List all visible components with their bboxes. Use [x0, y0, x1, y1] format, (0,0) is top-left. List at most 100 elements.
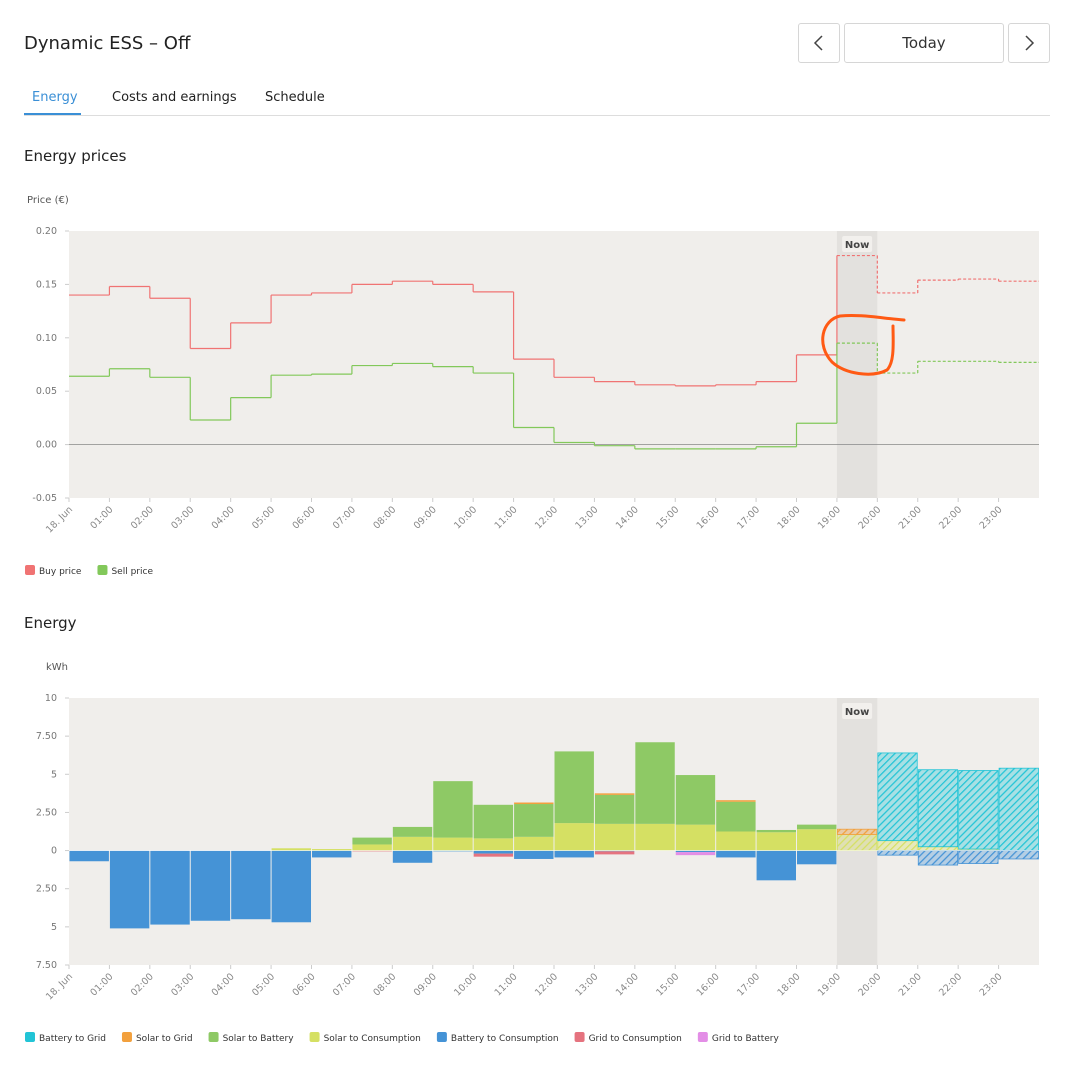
legend-swatch: [121, 1032, 132, 1042]
energy-bar: [352, 837, 392, 845]
energy-bar: [473, 838, 514, 851]
energy-bar: [675, 852, 716, 856]
now-label-box: [842, 703, 873, 719]
energy-bar: [392, 850, 433, 863]
energy-bar: [190, 850, 231, 921]
legend-label: Solar to Consumption: [324, 1034, 421, 1044]
x-tick-label: 19:00: [816, 504, 843, 531]
x-tick-label: 16:00: [695, 971, 722, 998]
legend-swatch: [25, 1032, 35, 1042]
legend-swatch: [208, 1032, 219, 1042]
x-tick-label: 08:00: [371, 504, 398, 531]
now-label: Now: [845, 240, 869, 251]
energy-bar: [594, 823, 635, 851]
y-tick-label: 0.00: [36, 440, 57, 451]
energy-bar: [433, 837, 473, 851]
energy-bar: [917, 769, 959, 848]
x-tick-label: 10:00: [452, 504, 479, 531]
energy-bar: [716, 800, 756, 802]
y-tick-label: 2.50: [36, 807, 57, 818]
energy-bar: [635, 742, 675, 824]
x-tick-label: 05:00: [250, 504, 277, 531]
x-tick-label: 01:00: [88, 504, 115, 531]
y-tick-label: 2.50: [36, 884, 57, 895]
energy-bar: [917, 846, 959, 851]
x-tick-label: 13:00: [573, 971, 600, 998]
legend-label: Solar to Battery: [223, 1034, 295, 1044]
tab[interactable]: Schedule: [265, 90, 325, 105]
energy-bar: [837, 834, 878, 851]
x-tick-label: 18. Jun: [44, 971, 75, 1002]
x-tick-label: 01:00: [88, 971, 115, 998]
energy-bar: [716, 801, 756, 832]
energy-bar: [958, 770, 999, 850]
x-tick-label: 09:00: [412, 504, 439, 531]
energy-bar: [433, 850, 473, 852]
energy-bar: [716, 850, 756, 858]
energy-bar: [352, 850, 392, 852]
energy-bar: [514, 850, 554, 859]
x-tick-label: 15:00: [654, 504, 681, 531]
legend-swatch: [97, 565, 108, 575]
energy-bar: [797, 829, 837, 851]
y-tick-label: 0.15: [36, 279, 57, 290]
energy-bar: [352, 844, 392, 851]
y-tick-label: 10: [45, 693, 57, 704]
energy-bar: [635, 823, 675, 851]
energy-bar: [312, 849, 352, 851]
x-tick-label: 14:00: [614, 504, 641, 531]
x-tick-label: 06:00: [290, 971, 317, 998]
energy-bar: [271, 850, 311, 923]
y-tick-label: 0.05: [36, 386, 57, 397]
energy-bar: [998, 850, 1039, 860]
energy-bar: [716, 831, 756, 851]
energy-bar: [473, 804, 514, 839]
energy-bar: [594, 793, 635, 795]
energy-bar: [756, 829, 796, 833]
x-tick-label: 19:00: [816, 971, 843, 998]
y-tick-label: 7.50: [36, 731, 57, 742]
legend-swatch: [436, 1032, 447, 1042]
chevron-left: [813, 35, 823, 51]
legend-label: Grid to Battery: [712, 1034, 780, 1044]
energy-bar: [69, 850, 109, 862]
tab[interactable]: Energy: [32, 90, 78, 105]
x-tick-label: 18:00: [775, 971, 802, 998]
energy-bar: [554, 850, 594, 858]
energy-bar: [514, 836, 554, 851]
next-button[interactable]: [1008, 23, 1050, 63]
energy-bar: [392, 836, 433, 851]
chart-title: Energy: [24, 614, 77, 632]
x-tick-label: 20:00: [856, 504, 883, 531]
energy-bar: [675, 850, 716, 853]
tab[interactable]: Costs and earnings: [112, 90, 237, 105]
legend-swatch: [697, 1032, 708, 1042]
x-tick-label: 15:00: [654, 971, 681, 998]
chevron-right: [1025, 35, 1035, 51]
now-band: [836, 231, 878, 498]
y-tick-label: 0.10: [36, 333, 57, 344]
energy-bar: [877, 752, 918, 842]
prev-button[interactable]: [798, 23, 840, 63]
x-tick-label: 17:00: [735, 971, 762, 998]
x-tick-label: 10:00: [452, 971, 479, 998]
y-tick-label: 5: [51, 769, 57, 780]
x-tick-label: 14:00: [614, 971, 641, 998]
date-button[interactable]: Today: [844, 23, 1004, 63]
y-axis-label: kWh: [46, 662, 68, 673]
y-tick-label: 0.20: [36, 226, 57, 237]
x-tick-label: 21:00: [897, 504, 924, 531]
x-tick-label: 12:00: [533, 504, 560, 531]
x-tick-label: 23:00: [978, 504, 1005, 531]
energy-bar: [554, 823, 594, 851]
energy-bar: [150, 850, 190, 925]
energy-bar: [554, 751, 594, 824]
x-tick-label: 11:00: [493, 504, 520, 531]
x-tick-label: 21:00: [897, 971, 924, 998]
legend-swatch: [309, 1032, 320, 1042]
energy-bar: [433, 781, 473, 838]
x-tick-label: 13:00: [573, 504, 600, 531]
legend-label: Buy price: [39, 567, 82, 577]
energy-bar: [594, 794, 635, 824]
tab-divider: [24, 115, 1050, 116]
